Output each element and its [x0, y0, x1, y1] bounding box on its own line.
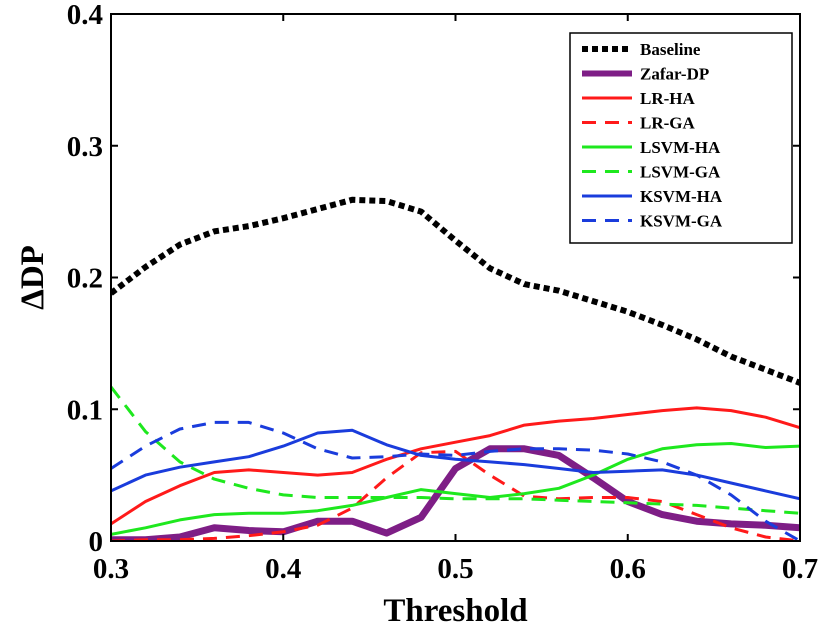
y-tick-label: 0.2: [67, 263, 103, 295]
y-tick-label: 0.4: [67, 0, 103, 31]
y-axis-label: ΔDP: [15, 245, 51, 310]
series-line-lsvm-ha: [111, 442, 800, 536]
x-axis-label: Threshold: [383, 593, 527, 629]
series-group: [111, 196, 800, 541]
series-line-lr-ha: [111, 406, 800, 526]
legend-label: LSVM-GA: [640, 163, 721, 182]
x-tick-label: 0.5: [437, 553, 473, 585]
series-line-ksvm-ga: [111, 420, 800, 541]
legend: Baseline Zafar-DP LR-HA LR-GA LSVM-HA LSVM-GA…: [569, 32, 793, 244]
legend-label: LR-GA: [640, 114, 696, 133]
series-line-zafar-dp: [111, 445, 800, 541]
legend-label: Baseline: [640, 40, 701, 59]
series-line-lr-ga: [111, 449, 800, 541]
axis-ticks: 0.3 0.4 0.5 0.6 0.7 0 0.1 0.2 0.3 0.4: [67, 0, 818, 585]
y-tick-label: 0.1: [67, 394, 103, 426]
legend-label: LSVM-HA: [640, 138, 721, 157]
legend-label: LR-HA: [640, 89, 696, 108]
legend-label: Zafar-DP: [640, 65, 709, 84]
x-tick-label: 0.7: [782, 553, 818, 585]
legend-label: KSVM-GA: [640, 212, 723, 231]
series-line-baseline: [111, 196, 800, 386]
y-tick-label: 0.3: [67, 131, 103, 163]
x-tick-label: 0.6: [610, 553, 646, 585]
x-tick-label: 0.3: [93, 553, 129, 585]
legend-label: KSVM-HA: [640, 187, 723, 206]
legend-box: [569, 32, 793, 244]
series-line-ksvm-ha: [111, 428, 800, 501]
x-tick-label: 0.4: [265, 553, 301, 585]
y-tick-label: 0: [89, 526, 104, 558]
